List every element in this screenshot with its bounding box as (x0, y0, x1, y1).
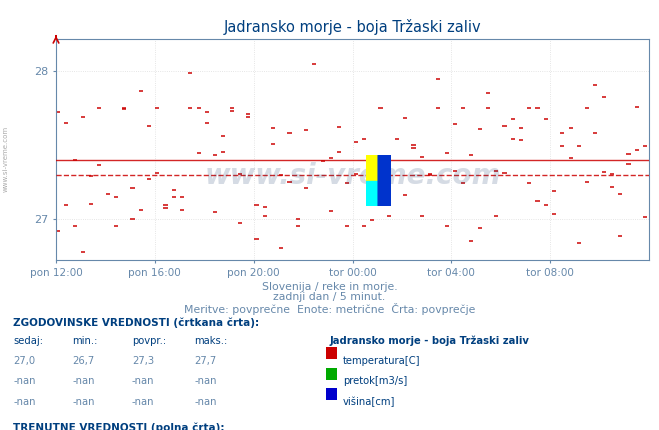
Text: www.si-vreme.com: www.si-vreme.com (204, 162, 501, 190)
Polygon shape (366, 155, 391, 181)
Polygon shape (378, 155, 391, 206)
Text: Slovenija / reke in morje.: Slovenija / reke in morje. (262, 282, 397, 292)
Text: -nan: -nan (194, 397, 217, 407)
Text: Meritve: povprečne  Enote: metrične  Črta: povprečje: Meritve: povprečne Enote: metrične Črta:… (184, 303, 475, 315)
Text: -nan: -nan (194, 376, 217, 386)
Text: -nan: -nan (72, 376, 95, 386)
Text: temperatura[C]: temperatura[C] (343, 356, 420, 365)
Text: min.:: min.: (72, 336, 98, 346)
Text: -nan: -nan (132, 397, 154, 407)
Polygon shape (378, 155, 391, 206)
Text: 26,7: 26,7 (72, 356, 95, 365)
Text: povpr.:: povpr.: (132, 336, 166, 346)
Text: -nan: -nan (13, 397, 36, 407)
Text: 27,0: 27,0 (13, 356, 36, 365)
Text: -nan: -nan (72, 397, 95, 407)
Text: -nan: -nan (13, 376, 36, 386)
Text: TRENUTNE VREDNOSTI (polna črta):: TRENUTNE VREDNOSTI (polna črta): (13, 423, 225, 430)
Text: 27,7: 27,7 (194, 356, 217, 365)
Text: sedaj:: sedaj: (13, 336, 43, 346)
Text: maks.:: maks.: (194, 336, 227, 346)
Text: www.si-vreme.com: www.si-vreme.com (2, 126, 9, 192)
Text: pretok[m3/s]: pretok[m3/s] (343, 376, 407, 386)
Text: zadnji dan / 5 minut.: zadnji dan / 5 minut. (273, 292, 386, 302)
Title: Jadransko morje - boja Tržaski zaliv: Jadransko morje - boja Tržaski zaliv (224, 19, 481, 35)
Text: višina[cm]: višina[cm] (343, 397, 395, 407)
Text: ZGODOVINSKE VREDNOSTI (črtkana črta):: ZGODOVINSKE VREDNOSTI (črtkana črta): (13, 317, 259, 328)
Polygon shape (366, 181, 391, 206)
Text: Jadransko morje - boja Tržaski zaliv: Jadransko morje - boja Tržaski zaliv (330, 336, 529, 347)
Text: 27,3: 27,3 (132, 356, 154, 365)
Text: -nan: -nan (132, 376, 154, 386)
